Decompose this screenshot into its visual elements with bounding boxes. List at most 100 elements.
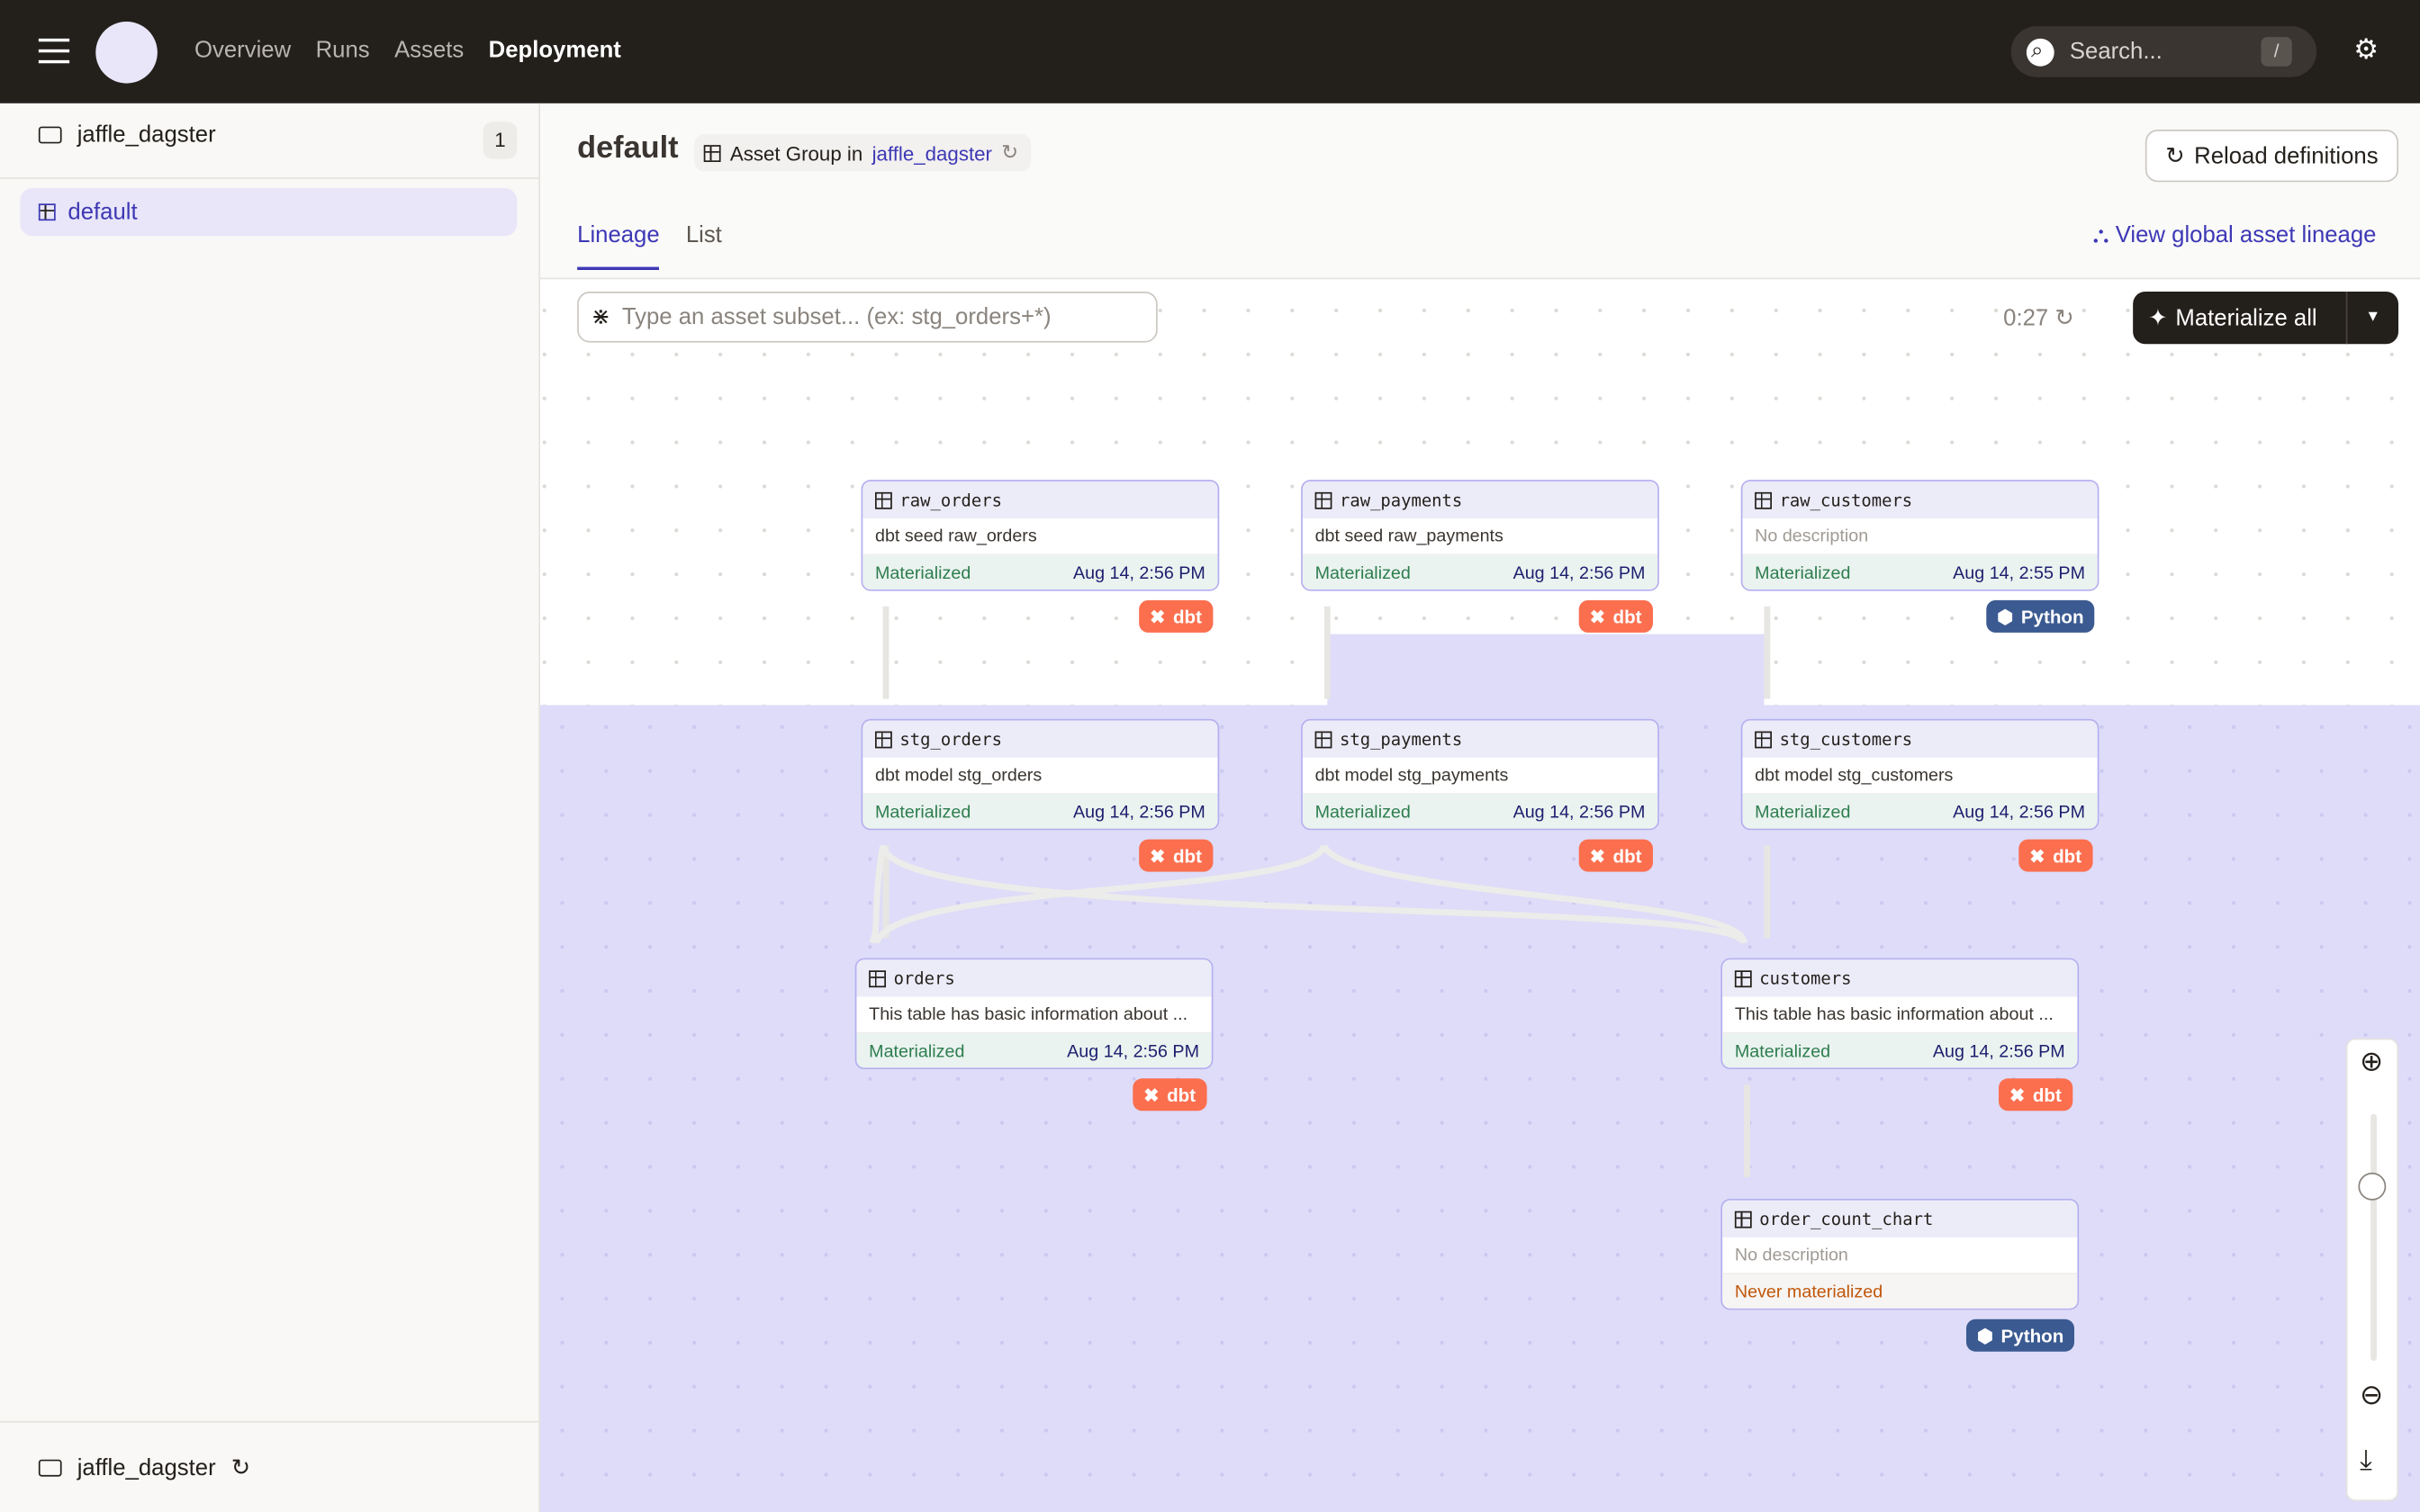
- reload-definitions-button[interactable]: ↻ Reload definitions: [2145, 130, 2399, 183]
- asset-node-customers[interactable]: customers This table has basic informati…: [1720, 958, 2080, 1070]
- nav-assets[interactable]: Assets: [394, 37, 465, 64]
- dbt-icon: ✖: [1589, 844, 1605, 867]
- badge-label: dbt: [1612, 605, 1642, 627]
- group-prefix: Asset Group in: [729, 140, 863, 165]
- table-icon: [1755, 730, 1773, 748]
- sidebar-item-label: default: [68, 199, 138, 226]
- badge-label: dbt: [2032, 1084, 2062, 1106]
- refresh-timer[interactable]: 0:27 ↻: [2003, 304, 2074, 332]
- python-badge: ⬢ Python: [1986, 599, 2095, 633]
- table-icon: [875, 730, 892, 748]
- asset-node-raw_payments[interactable]: raw_payments dbt seed raw_payments Mater…: [1301, 480, 1659, 591]
- asset-name: orders: [893, 968, 955, 989]
- zoom-in-icon[interactable]: ⊕: [2360, 1046, 2384, 1077]
- gear-icon[interactable]: ⚙: [2353, 33, 2379, 66]
- asset-description: No description: [1722, 1238, 2078, 1275]
- materialize-all-button[interactable]: ✦ Materialize all ▼: [2133, 292, 2399, 345]
- zoom-slider-handle[interactable]: [2358, 1172, 2387, 1201]
- timer-value: 0:27: [2003, 305, 2049, 332]
- top-bar: Overview Runs Assets Deployment Search..…: [0, 0, 2420, 104]
- download-icon[interactable]: ⤓: [2360, 1444, 2372, 1475]
- asset-node-raw_customers[interactable]: raw_customers No description Materialize…: [1740, 480, 2099, 591]
- menu-icon[interactable]: [38, 38, 70, 64]
- asset-status: Materialized: [875, 564, 971, 584]
- python-icon: ⬢: [1977, 1324, 1993, 1346]
- asset-group-icon: [703, 144, 721, 162]
- refresh-icon[interactable]: ↻: [2054, 305, 2074, 332]
- sidebar-footer[interactable]: jaffle_dagster ↻: [0, 1420, 541, 1512]
- table-icon: [875, 491, 892, 508]
- nav-overview[interactable]: Overview: [194, 37, 292, 64]
- asset-timestamp: Aug 14, 2:56 PM: [1932, 1042, 2065, 1062]
- dbt-icon: ✖: [2009, 1084, 2026, 1106]
- sidebar: jaffle_dagster 1 default jaffle_dagster ↻: [0, 103, 541, 1512]
- selection-highlight: [1327, 634, 1765, 708]
- sparkle-icon: ✦: [2148, 305, 2168, 332]
- main-panel: default Asset Group in jaffle_dagster ↻ ↻ R…: [540, 103, 2420, 1512]
- lineage-edge: [869, 843, 1747, 945]
- badge-label: dbt: [2053, 844, 2082, 867]
- badge-label: dbt: [1172, 844, 1202, 867]
- dbt-icon: ✖: [1143, 1084, 1160, 1106]
- asset-filter-input[interactable]: ⋇ Type an asset subset... (ex: stg_orders…: [577, 292, 1158, 343]
- badge-label: dbt: [1172, 605, 1202, 627]
- asset-description: dbt seed raw_payments: [1302, 518, 1658, 556]
- lineage-edge: [882, 606, 889, 699]
- asset-status: Materialized: [1314, 564, 1411, 584]
- asset-selection-icon: ⋇: [591, 303, 611, 330]
- lineage-icon: ⛬: [2092, 221, 2116, 249]
- lineage-graph[interactable]: ⋇ Type an asset subset... (ex: stg_orders…: [540, 277, 2420, 1512]
- asset-timestamp: Aug 14, 2:56 PM: [1072, 564, 1205, 584]
- repo-link[interactable]: jaffle_dagster: [871, 140, 992, 165]
- reload-icon[interactable]: ↻: [230, 1454, 251, 1481]
- footer-repo-name: jaffle_dagster: [77, 1454, 216, 1480]
- asset-group-icon: [38, 203, 56, 221]
- reload-icon: ↻: [2165, 143, 2185, 170]
- asset-timestamp: Aug 14, 2:56 PM: [1953, 804, 2086, 823]
- asset-description: dbt model stg_payments: [1302, 758, 1658, 795]
- table-icon: [869, 969, 887, 987]
- tab-lineage[interactable]: Lineage: [577, 222, 660, 271]
- tab-list[interactable]: List: [685, 221, 722, 249]
- dbt-badge: ✖ dbt: [1133, 1078, 1207, 1112]
- reload-icon[interactable]: ↻: [1001, 140, 1018, 164]
- table-icon: [1734, 1210, 1752, 1228]
- asset-description: dbt model stg_customers: [1742, 758, 2098, 795]
- search-placeholder: Search...: [2069, 38, 2163, 66]
- asset-node-stg_orders[interactable]: stg_orders dbt model stg_orders Material…: [861, 718, 1220, 831]
- asset-name: stg_payments: [1340, 729, 1463, 750]
- asset-node-raw_orders[interactable]: raw_orders dbt seed raw_orders Materiali…: [861, 480, 1220, 591]
- page-title: default: [577, 130, 679, 166]
- asset-description: dbt seed raw_orders: [862, 518, 1218, 556]
- asset-status: Materialized: [1734, 1042, 1831, 1062]
- global-lineage-label: View global asset lineage: [2115, 221, 2377, 249]
- asset-node-order_count_chart[interactable]: order_count_chart No description Never m…: [1720, 1199, 2080, 1310]
- chevron-down-icon[interactable]: ▼: [2345, 292, 2398, 345]
- lineage-edge: [1323, 606, 1331, 699]
- repo-name: jaffle_dagster: [77, 122, 216, 148]
- badge-label: Python: [2000, 1324, 2064, 1346]
- zoom-out-icon[interactable]: ⊖: [2360, 1379, 2384, 1410]
- sidebar-repo[interactable]: jaffle_dagster: [38, 122, 216, 148]
- nav-deployment[interactable]: Deployment: [488, 37, 621, 64]
- asset-node-stg_payments[interactable]: stg_payments dbt model stg_payments Mate…: [1301, 718, 1659, 831]
- asset-name: stg_customers: [1779, 729, 1913, 750]
- asset-name: order_count_chart: [1759, 1209, 1934, 1229]
- asset-node-stg_customers[interactable]: stg_customers dbt model stg_customers Ma…: [1740, 718, 2099, 831]
- view-global-lineage-link[interactable]: ⛬ View global asset lineage: [2093, 222, 2377, 248]
- zoom-slider[interactable]: [2370, 1113, 2378, 1362]
- dagster-logo[interactable]: [95, 22, 158, 84]
- sidebar-item-default[interactable]: default: [20, 188, 518, 237]
- asset-timestamp: Aug 14, 2:56 PM: [1512, 564, 1646, 584]
- asset-name: raw_orders: [899, 490, 1002, 510]
- asset-status: Materialized: [1755, 804, 1851, 823]
- table-icon: [1734, 969, 1752, 987]
- search-input[interactable]: Search... /: [2010, 26, 2317, 77]
- asset-status: Materialized: [875, 804, 971, 823]
- nav-runs[interactable]: Runs: [315, 37, 370, 64]
- asset-name: raw_payments: [1340, 490, 1463, 510]
- asset-description: No description: [1742, 518, 2098, 556]
- filter-placeholder: Type an asset subset... (ex: stg_orders+…: [621, 303, 1052, 330]
- asset-status: Materialized: [1755, 564, 1851, 584]
- asset-node-orders[interactable]: orders This table has basic information …: [854, 958, 1214, 1070]
